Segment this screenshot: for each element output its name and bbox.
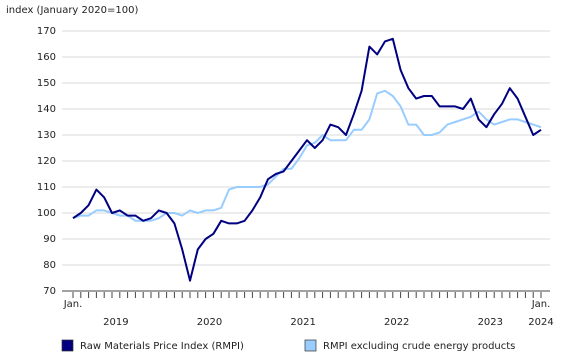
- series-line: [72, 37, 542, 282]
- y-tick-label: 120: [37, 156, 56, 167]
- x-year-label: 2020: [197, 317, 222, 328]
- y-tick-label: 100: [37, 208, 56, 219]
- y-axis-label: index (January 2020=100): [6, 5, 138, 16]
- y-tick-label: 70: [43, 286, 56, 297]
- y-tick-label: 130: [37, 130, 56, 141]
- legend-label: RMPI excluding crude energy products: [323, 341, 515, 352]
- x-end-label: 2024: [528, 317, 553, 328]
- y-tick-label: 150: [37, 78, 56, 89]
- x-year-label: 2021: [290, 317, 315, 328]
- y-tick-label: 170: [37, 26, 56, 37]
- legend-swatch: [61, 339, 74, 352]
- y-tick-label: 80: [43, 260, 56, 271]
- x-year-label: 2022: [384, 317, 409, 328]
- x-year-label: 2023: [478, 317, 503, 328]
- x-start-label: Jan.: [63, 299, 83, 310]
- x-end-label: Jan.: [531, 299, 551, 310]
- series-line: [72, 89, 542, 222]
- legend-label: Raw Materials Price Index (RMPI): [80, 341, 244, 352]
- y-tick-label: 140: [37, 104, 56, 115]
- x-year-label: 2019: [103, 317, 128, 328]
- y-tick-label: 110: [37, 182, 56, 193]
- y-tick-label: 160: [37, 52, 56, 63]
- legend-swatch: [304, 339, 317, 352]
- y-tick-label: 90: [43, 234, 56, 245]
